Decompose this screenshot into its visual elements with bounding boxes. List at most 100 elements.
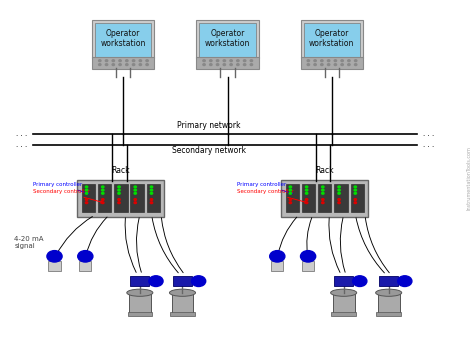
Ellipse shape [127,289,153,296]
FancyBboxPatch shape [350,184,364,212]
Circle shape [355,60,357,61]
Circle shape [338,198,340,200]
FancyBboxPatch shape [196,57,259,69]
FancyBboxPatch shape [114,184,128,212]
FancyBboxPatch shape [170,312,195,316]
Text: . . .: . . . [16,142,27,147]
Circle shape [105,60,108,61]
Circle shape [354,198,356,200]
Circle shape [354,202,356,203]
Circle shape [355,64,357,66]
FancyBboxPatch shape [199,23,255,57]
Circle shape [289,189,292,191]
FancyBboxPatch shape [128,312,152,316]
FancyBboxPatch shape [79,261,91,271]
Circle shape [112,60,115,61]
Ellipse shape [170,289,195,296]
Circle shape [85,186,88,188]
Circle shape [289,202,292,203]
Circle shape [134,189,137,191]
FancyBboxPatch shape [379,276,398,286]
FancyBboxPatch shape [95,23,152,57]
FancyBboxPatch shape [334,184,347,212]
Circle shape [289,198,292,200]
FancyBboxPatch shape [333,293,355,315]
FancyBboxPatch shape [376,312,401,316]
Circle shape [146,60,148,61]
Circle shape [244,64,246,66]
Circle shape [85,202,88,203]
Circle shape [85,198,88,200]
Circle shape [150,189,153,191]
FancyBboxPatch shape [301,57,363,69]
Circle shape [305,192,308,194]
FancyBboxPatch shape [285,184,299,212]
Circle shape [134,192,137,194]
Circle shape [149,276,163,286]
Circle shape [150,198,153,200]
Circle shape [328,60,330,61]
Text: Operator
workstation: Operator workstation [100,29,146,48]
FancyBboxPatch shape [129,293,151,315]
Circle shape [237,60,239,61]
Circle shape [334,64,337,66]
FancyBboxPatch shape [378,293,400,315]
Circle shape [348,60,350,61]
Circle shape [321,64,323,66]
Text: Secondary controller: Secondary controller [33,189,103,203]
Circle shape [328,64,330,66]
Circle shape [85,192,88,194]
Circle shape [305,189,308,191]
Circle shape [118,198,120,200]
Circle shape [118,186,120,188]
Circle shape [118,192,120,194]
Circle shape [354,189,356,191]
Circle shape [118,202,120,203]
FancyBboxPatch shape [196,20,259,58]
Circle shape [139,64,142,66]
Text: Operator
workstation: Operator workstation [205,29,250,48]
Text: Rack: Rack [315,166,334,175]
FancyBboxPatch shape [130,276,149,286]
Ellipse shape [375,289,402,296]
Circle shape [322,198,324,200]
Circle shape [338,202,340,203]
Circle shape [146,64,148,66]
FancyBboxPatch shape [271,261,283,271]
FancyBboxPatch shape [98,184,111,212]
Circle shape [338,186,340,188]
Text: Primary network: Primary network [177,121,240,130]
Circle shape [250,64,253,66]
Circle shape [289,192,292,194]
Circle shape [230,64,232,66]
Circle shape [322,189,324,191]
Circle shape [101,192,104,194]
Circle shape [270,251,285,262]
Circle shape [126,60,128,61]
FancyBboxPatch shape [78,180,164,216]
Circle shape [119,64,121,66]
Text: InstrumentationTools.com: InstrumentationTools.com [466,147,472,210]
Circle shape [307,64,310,66]
FancyBboxPatch shape [282,180,368,216]
Circle shape [132,64,135,66]
Text: Primary controller: Primary controller [33,182,89,194]
Text: . . .: . . . [423,131,435,137]
FancyBboxPatch shape [130,184,144,212]
Circle shape [354,186,356,188]
Circle shape [210,60,212,61]
Circle shape [112,64,115,66]
Circle shape [150,192,153,194]
Text: Rack: Rack [111,166,130,175]
FancyBboxPatch shape [92,20,155,58]
Circle shape [47,251,62,262]
FancyBboxPatch shape [48,261,61,271]
Circle shape [223,60,226,61]
Circle shape [101,202,104,203]
FancyBboxPatch shape [92,57,155,69]
Circle shape [338,192,340,194]
Circle shape [139,60,142,61]
Circle shape [334,60,337,61]
Circle shape [210,64,212,66]
Circle shape [150,202,153,203]
